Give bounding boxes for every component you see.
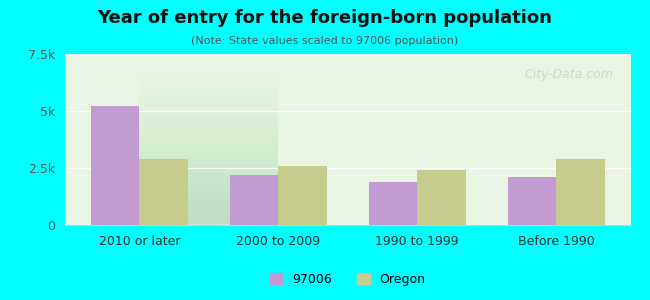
Bar bbox=[139, 159, 188, 225]
Text: City-Data.com: City-Data.com bbox=[525, 68, 614, 81]
Text: Year of entry for the foreign-born population: Year of entry for the foreign-born popul… bbox=[98, 9, 552, 27]
Bar bbox=[229, 175, 278, 225]
Bar bbox=[91, 106, 139, 225]
Bar bbox=[417, 170, 466, 225]
Text: (Note: State values scaled to 97006 population): (Note: State values scaled to 97006 popu… bbox=[191, 36, 459, 46]
Bar bbox=[369, 182, 417, 225]
Legend: 97006, Oregon: 97006, Oregon bbox=[265, 268, 430, 291]
Bar bbox=[508, 177, 556, 225]
Bar bbox=[278, 166, 327, 225]
Bar bbox=[556, 159, 604, 225]
